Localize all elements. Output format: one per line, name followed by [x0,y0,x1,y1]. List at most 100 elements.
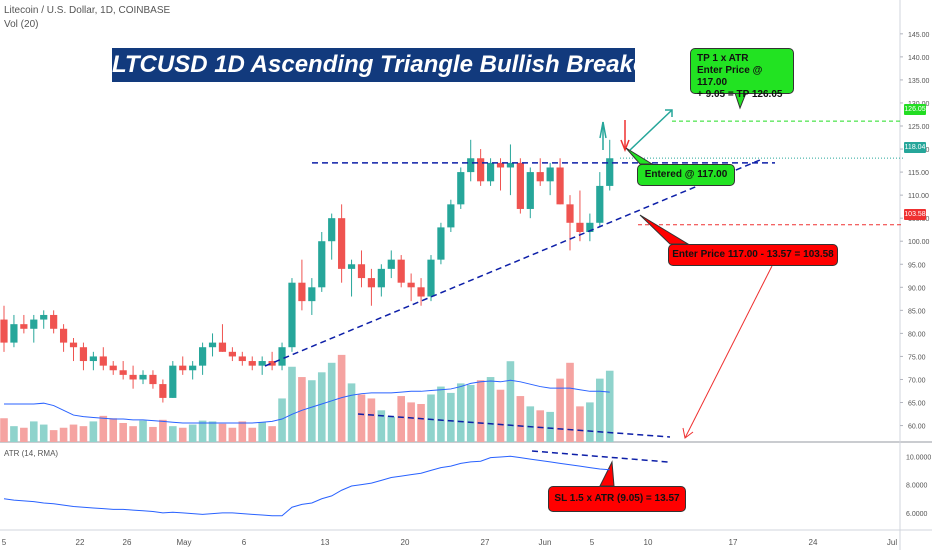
candle-body [179,365,187,371]
candle [69,338,78,362]
volume-bar [149,426,157,442]
candle-body [218,342,227,352]
volume-bar [188,424,197,442]
candle [516,158,524,214]
volume-indicator-label[interactable]: Vol (20) [4,19,39,30]
candle [50,310,58,334]
candle-body [89,356,97,362]
candle [159,379,167,403]
volume-bar [347,383,356,442]
volume-bars [0,354,614,442]
candle [20,314,28,334]
candle-body [526,172,534,209]
candle [496,158,505,191]
candle-body [238,356,246,362]
candle-body [437,227,445,260]
volume-bar [596,378,604,442]
candle-body [129,374,137,380]
candle [218,324,227,352]
volume-bar [248,427,257,442]
volume-bar [29,421,38,442]
tp-line-3: + 9.05 = TP 126.05 [697,89,783,100]
stop-loss-price-callout[interactable]: Enter Price 117.00 - 13.57 = 103.58 [668,244,838,266]
volume-bar [159,419,167,442]
atr-tick-label: 6.0000 [906,511,928,518]
entry-callout[interactable]: Entered @ 117.00 [637,164,735,186]
volume-bar [288,366,296,442]
candle-body [546,167,554,182]
price-tick-label: 80.00 [908,331,926,338]
price-tick-label: 145.00 [908,32,930,39]
time-tick-label: 6 [242,538,247,547]
candle [328,213,336,260]
time-tick-label: 22 [76,538,85,547]
volume-bar [109,418,118,442]
volume-bar [357,394,366,442]
volume-bar [377,410,386,442]
price-tick-label: 70.00 [908,377,926,384]
candle-body [417,287,425,297]
time-tick-label: 13 [321,538,330,547]
stop-loss-atr-callout[interactable]: SL 1.5 x ATR (9.05) = 13.57 [548,486,686,512]
candle [457,167,465,209]
volume-bar [0,418,8,442]
chart-title: LTCUSD 1D Ascending Triangle Bullish Bre… [112,48,670,82]
candle-body [50,314,58,329]
volume-bar [437,386,445,442]
atr-tick-label: 8.0000 [906,483,928,490]
atr-line [3,455,610,517]
take-profit-callout[interactable]: TP 1 x ATR Enter Price @ 117.00 + 9.05 =… [690,48,794,100]
candle-body [288,282,296,348]
price-tick-label: 100.00 [908,239,930,246]
volume-bar [218,423,227,442]
candle [467,139,475,182]
take-profit-arrow [629,109,673,151]
volume-bar [99,415,108,442]
volume-bar [427,394,435,442]
candle-body [397,259,405,283]
candle-body [377,268,385,288]
candle-body [258,361,266,366]
volume-bar [546,411,554,442]
candle-body [248,361,256,366]
candle-body [208,342,217,348]
candle [119,361,127,380]
volume-bar [417,403,425,442]
volume-bar [119,422,127,442]
volume-bar [327,362,336,442]
volume-bar [536,410,545,442]
volume-bar [298,377,306,442]
candle [59,324,68,352]
atr-indicator-label[interactable]: ATR (14, RMA) [4,449,59,458]
volume-bar [139,420,147,442]
candle-body [576,222,584,232]
volume-bar [526,406,535,442]
volume-bar [278,398,286,442]
candle-body [149,374,157,385]
candle-body [407,282,415,288]
candle-body [506,162,515,168]
candle [407,273,415,302]
price-tick-label: 85.00 [908,308,926,315]
volume-bar [506,361,515,442]
volume-bar [337,354,346,442]
atr-trendline [531,450,669,463]
price-tick-label: 110.00 [908,193,929,200]
volume-bar [397,396,405,442]
volume-bar [566,362,574,442]
time-tick-label: 10 [644,538,653,547]
candle [30,314,38,343]
candle [89,351,97,371]
candle-body [298,282,306,302]
volume-trendline [357,413,671,438]
time-tick-label: 27 [481,538,490,547]
price-tick-label: 75.00 [908,354,926,361]
candle-body [596,185,604,223]
candle [486,158,495,186]
price-tick-label: 90.00 [908,285,926,292]
candle-body [387,259,395,269]
price-tick-label: 65.00 [908,401,926,408]
price-tick-label: 60.00 [908,424,926,431]
candle [40,310,48,329]
candle-body [427,259,435,297]
